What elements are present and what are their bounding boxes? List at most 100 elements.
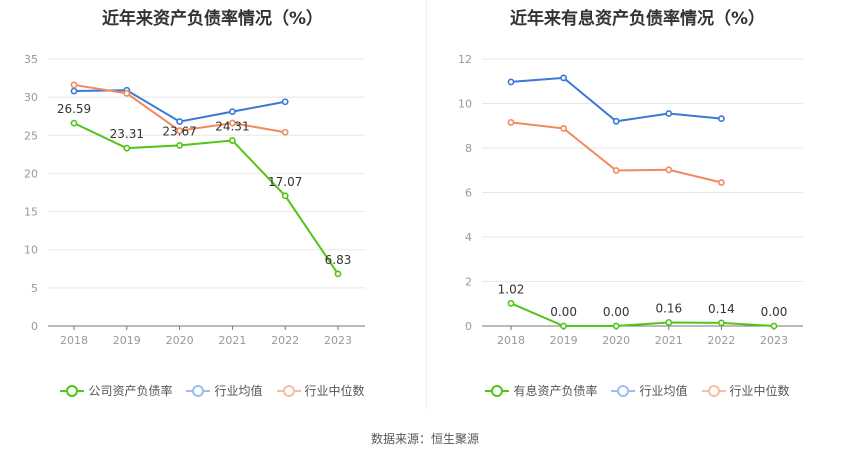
data-label: 0.14 [708, 302, 735, 316]
data-point-company [507, 299, 515, 307]
asset-liability-ratio-chart: 近年来资产负债率情况（%） 0 5 10 15 20 25 30 35 2018 2019 2020… [0, 0, 425, 420]
interest-bearing-liability-ratio-chart: 近年来有息资产负债率情况（%） 0 2 4 6 8 10 12 2018 2019 2020 202… [425, 0, 850, 420]
x-tick-label: 2021 [218, 334, 246, 347]
data-label: 23.67 [162, 124, 196, 138]
y-tick-label: 8 [465, 142, 472, 155]
chart-legend: 有息资产负债率 行业均值 行业中位数 [425, 382, 850, 399]
data-point-company [176, 142, 183, 149]
data-point-industry-median [717, 179, 725, 186]
data-point-industry-avg [665, 110, 673, 117]
data-point-industry-avg [281, 98, 289, 106]
legend-item-company[interactable]: 有息资产负债率 [485, 382, 597, 399]
chart-plot-area: 0 2 4 6 8 10 12 2018 2019 2020 2021 2022 2023 1.02 0.0… [458, 53, 803, 347]
data-point-company [70, 119, 78, 127]
x-tick-label: 2022 [271, 334, 299, 347]
y-tick-label: 30 [24, 91, 38, 104]
data-point-industry-median [281, 128, 289, 136]
data-point-company [281, 192, 289, 200]
y-tick-label: 0 [465, 320, 472, 333]
chart-legend: 公司资产负债率 行业均值 行业中位数 [0, 382, 425, 399]
legend-label: 行业均值 [214, 384, 263, 398]
series-line-industry-avg [73, 89, 286, 123]
y-tick-label: 0 [31, 320, 38, 333]
legend-label: 公司资产负债率 [88, 384, 173, 398]
data-point-company [717, 319, 725, 327]
x-tick-label: 2023 [324, 334, 352, 347]
x-tick-label: 2018 [60, 334, 88, 347]
series-line-industry-avg [510, 76, 722, 123]
data-point-industry-median [560, 125, 567, 132]
data-point-industry-median [123, 89, 131, 97]
legend-item-industry-median[interactable]: 行业中位数 [276, 382, 365, 399]
x-tick-label: 2023 [760, 334, 788, 347]
chart-plot-area: 0 5 10 15 20 25 30 35 2018 2019 2020 2021 2022 2023 26… [24, 53, 365, 347]
data-label: 0.00 [550, 305, 577, 319]
data-point-company [612, 322, 620, 330]
y-tick-label: 10 [24, 244, 38, 257]
chart-title: 近年来资产负债率情况（%） [101, 9, 324, 29]
y-tick-label: 15 [24, 206, 38, 219]
x-tick-label: 2020 [602, 334, 630, 347]
data-point-industry-median [665, 166, 673, 174]
data-label: 6.83 [325, 253, 352, 267]
x-tick-label: 2019 [550, 334, 578, 347]
legend-item-industry-median[interactable]: 行业中位数 [701, 382, 790, 399]
data-point-industry-median [176, 127, 183, 135]
y-tick-label: 35 [24, 53, 38, 66]
legend-swatch-company [485, 384, 510, 398]
data-label: 0.16 [655, 301, 682, 315]
data-point-industry-median [612, 167, 620, 174]
x-tick-label: 2019 [113, 334, 141, 347]
y-tick-label: 4 [465, 231, 472, 244]
data-point-company [770, 322, 778, 330]
legend-swatch-industry-avg [186, 384, 211, 398]
data-point-industry-avg [507, 78, 515, 86]
legend-label: 行业中位数 [304, 384, 365, 398]
series-line-company [510, 302, 775, 327]
legend-item-industry-avg[interactable]: 行业均值 [611, 382, 688, 399]
x-tick-label: 2020 [166, 334, 194, 347]
data-label: 0.00 [603, 305, 630, 319]
data-label: 1.02 [498, 282, 525, 296]
series-line-company [73, 122, 339, 275]
data-point-industry-avg [228, 108, 236, 116]
data-point-company [560, 322, 567, 330]
legend-swatch-industry-avg [611, 384, 636, 398]
y-tick-label: 2 [465, 276, 472, 289]
data-point-company [123, 144, 131, 152]
legend-item-company[interactable]: 公司资产负债率 [60, 382, 172, 399]
data-point-industry-avg [70, 87, 78, 95]
y-tick-label: 10 [458, 98, 472, 111]
y-tick-label: 25 [24, 129, 38, 142]
data-label: 26.59 [57, 102, 91, 116]
legend-swatch-industry-median [276, 384, 301, 398]
data-point-industry-avg [560, 74, 567, 82]
panel-divider [426, 0, 427, 410]
data-label: 24.31 [215, 120, 249, 134]
legend-label: 行业中位数 [729, 384, 790, 398]
data-point-company [665, 319, 673, 326]
data-label: 17.07 [268, 175, 302, 189]
data-label: 23.31 [110, 127, 144, 141]
data-point-industry-median [70, 81, 78, 89]
data-point-industry-avg [612, 117, 620, 125]
x-tick-label: 2022 [707, 334, 735, 347]
y-tick-label: 12 [458, 53, 472, 66]
legend-label: 行业均值 [639, 384, 688, 398]
legend-item-industry-avg[interactable]: 行业均值 [186, 382, 263, 399]
data-point-industry-median [507, 119, 515, 126]
data-point-industry-avg [176, 118, 183, 125]
data-point-industry-median [228, 119, 236, 127]
legend-swatch-industry-median [701, 384, 726, 398]
y-tick-label: 5 [31, 282, 38, 295]
data-source-note: 数据来源：恒生聚源 [370, 432, 479, 446]
legend-swatch-company [60, 384, 85, 398]
x-tick-label: 2021 [655, 334, 683, 347]
legend-label: 有息资产负债率 [513, 384, 598, 398]
y-tick-label: 20 [24, 167, 38, 180]
chart-title: 近年来有息资产负债率情况（%） [509, 9, 766, 29]
x-tick-label: 2018 [497, 334, 525, 347]
data-point-industry-avg [717, 115, 725, 123]
data-label: 0.00 [761, 305, 788, 319]
data-point-company [228, 137, 236, 144]
